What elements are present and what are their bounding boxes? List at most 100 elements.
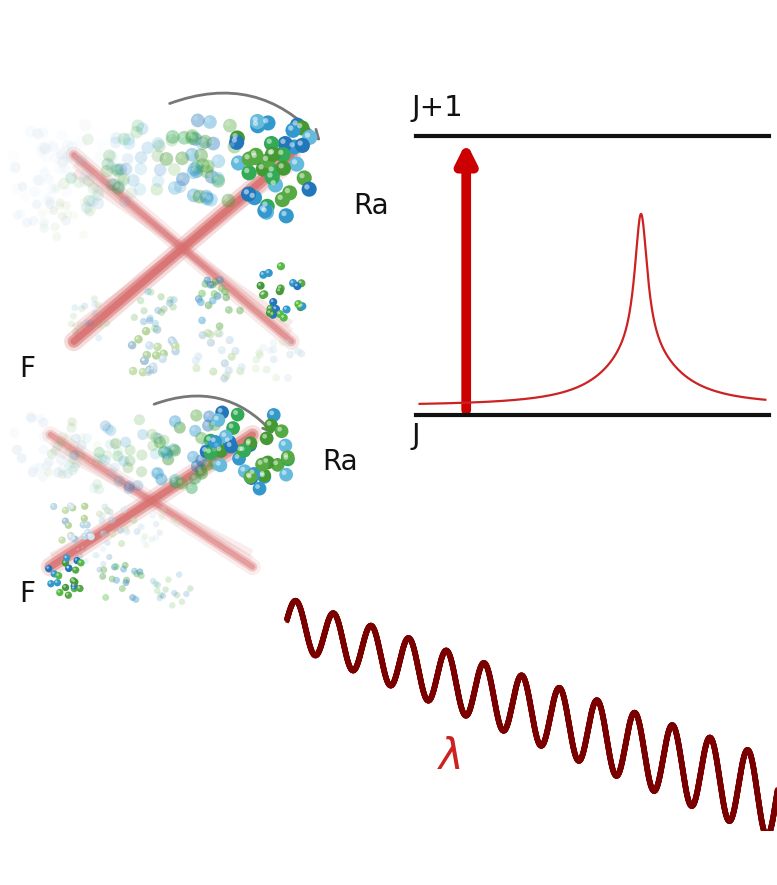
Circle shape	[73, 305, 75, 308]
Circle shape	[212, 291, 214, 294]
Circle shape	[267, 173, 273, 178]
Circle shape	[56, 436, 66, 447]
Circle shape	[103, 596, 106, 597]
Circle shape	[62, 507, 69, 514]
Circle shape	[225, 440, 238, 453]
Circle shape	[61, 140, 73, 150]
Circle shape	[178, 154, 183, 158]
Circle shape	[172, 347, 179, 356]
Circle shape	[208, 282, 211, 285]
Circle shape	[267, 304, 274, 312]
Circle shape	[267, 311, 270, 313]
Circle shape	[267, 139, 272, 144]
Circle shape	[266, 309, 274, 317]
Circle shape	[66, 593, 68, 596]
Circle shape	[151, 183, 163, 196]
Circle shape	[305, 133, 310, 138]
Circle shape	[214, 458, 228, 473]
Circle shape	[101, 531, 103, 534]
Circle shape	[140, 357, 148, 365]
Circle shape	[104, 425, 108, 429]
Circle shape	[54, 579, 61, 587]
Circle shape	[260, 344, 267, 351]
Circle shape	[124, 581, 126, 583]
Circle shape	[233, 349, 235, 351]
Circle shape	[117, 175, 129, 187]
Circle shape	[87, 210, 90, 213]
Circle shape	[162, 453, 174, 466]
Circle shape	[185, 148, 199, 162]
Circle shape	[171, 418, 176, 421]
Circle shape	[169, 444, 181, 457]
Circle shape	[268, 177, 283, 193]
Circle shape	[26, 413, 37, 423]
Circle shape	[151, 467, 162, 479]
Circle shape	[204, 329, 212, 337]
Circle shape	[267, 408, 280, 422]
Circle shape	[217, 331, 220, 334]
Circle shape	[278, 439, 292, 452]
Circle shape	[47, 580, 54, 588]
Circle shape	[218, 285, 225, 292]
Circle shape	[44, 174, 54, 184]
Circle shape	[150, 449, 161, 459]
Circle shape	[122, 562, 129, 569]
Circle shape	[71, 444, 75, 448]
Circle shape	[277, 284, 284, 293]
Circle shape	[138, 429, 148, 440]
Circle shape	[152, 174, 165, 188]
Circle shape	[138, 524, 145, 530]
Circle shape	[205, 330, 208, 333]
Circle shape	[231, 156, 246, 171]
Circle shape	[83, 319, 90, 327]
Circle shape	[64, 203, 67, 205]
Circle shape	[89, 535, 91, 537]
Circle shape	[211, 154, 225, 168]
Circle shape	[249, 193, 255, 198]
Circle shape	[171, 589, 177, 596]
Circle shape	[238, 363, 246, 372]
Circle shape	[93, 553, 96, 555]
Circle shape	[211, 174, 225, 188]
Circle shape	[113, 450, 124, 462]
Circle shape	[110, 132, 122, 143]
Circle shape	[167, 301, 170, 304]
Circle shape	[55, 202, 64, 211]
Circle shape	[51, 208, 54, 211]
Circle shape	[95, 200, 99, 204]
Circle shape	[35, 462, 45, 473]
Circle shape	[155, 473, 168, 486]
Circle shape	[89, 173, 102, 185]
Circle shape	[115, 165, 120, 170]
Circle shape	[179, 174, 183, 180]
Circle shape	[148, 289, 151, 292]
Circle shape	[13, 185, 17, 189]
Circle shape	[113, 577, 120, 584]
Circle shape	[222, 294, 230, 301]
Circle shape	[143, 542, 150, 549]
Circle shape	[125, 140, 129, 144]
Circle shape	[113, 173, 126, 184]
Circle shape	[296, 302, 298, 304]
Circle shape	[67, 503, 75, 510]
Circle shape	[151, 579, 153, 581]
Circle shape	[18, 182, 27, 191]
Circle shape	[131, 313, 138, 321]
Circle shape	[106, 441, 110, 444]
Circle shape	[68, 419, 72, 422]
Circle shape	[246, 439, 251, 443]
Circle shape	[107, 427, 111, 431]
Circle shape	[186, 129, 199, 142]
Circle shape	[20, 192, 30, 202]
Circle shape	[169, 338, 172, 341]
Circle shape	[191, 135, 196, 139]
Circle shape	[70, 442, 79, 451]
Circle shape	[291, 281, 293, 283]
Circle shape	[47, 184, 57, 194]
Circle shape	[216, 322, 224, 330]
Circle shape	[110, 531, 116, 537]
Circle shape	[298, 302, 306, 311]
Circle shape	[270, 346, 277, 354]
Circle shape	[41, 225, 44, 228]
Circle shape	[155, 581, 161, 589]
